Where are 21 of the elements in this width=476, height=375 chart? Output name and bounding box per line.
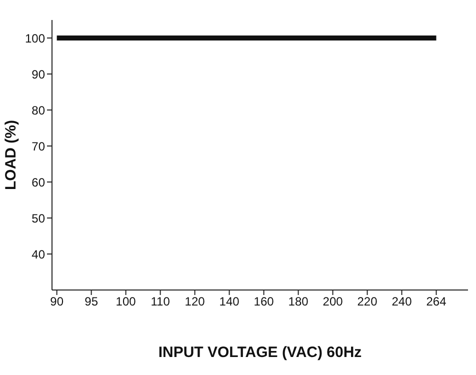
y-tick-label: 80: [32, 103, 46, 118]
x-tick-label: 160: [254, 294, 274, 309]
x-tick-label: 90: [50, 294, 64, 309]
y-tick-label: 90: [32, 67, 46, 82]
y-tick-label: 100: [24, 31, 46, 46]
x-tick-label: 140: [219, 294, 240, 309]
x-tick-label: 95: [84, 294, 98, 309]
x-tick-label: 200: [322, 294, 344, 309]
x-tick-label: 110: [150, 294, 170, 309]
x-tick-label: 100: [116, 294, 136, 309]
x-tick-label: 240: [392, 294, 412, 309]
y-axis-title: LOAD (%): [2, 120, 20, 190]
y-tick-label: 40: [32, 247, 46, 262]
y-tick-label: 60: [32, 175, 46, 190]
x-tick-label: 120: [184, 294, 206, 309]
x-tick-label: 180: [288, 294, 309, 309]
y-tick-label: 70: [32, 139, 46, 154]
x-tick-label: 220: [357, 294, 378, 309]
x-axis-title: INPUT VOLTAGE (VAC) 60Hz: [158, 344, 362, 361]
x-tick-label: 264: [426, 294, 447, 309]
y-tick-label: 50: [32, 211, 46, 226]
